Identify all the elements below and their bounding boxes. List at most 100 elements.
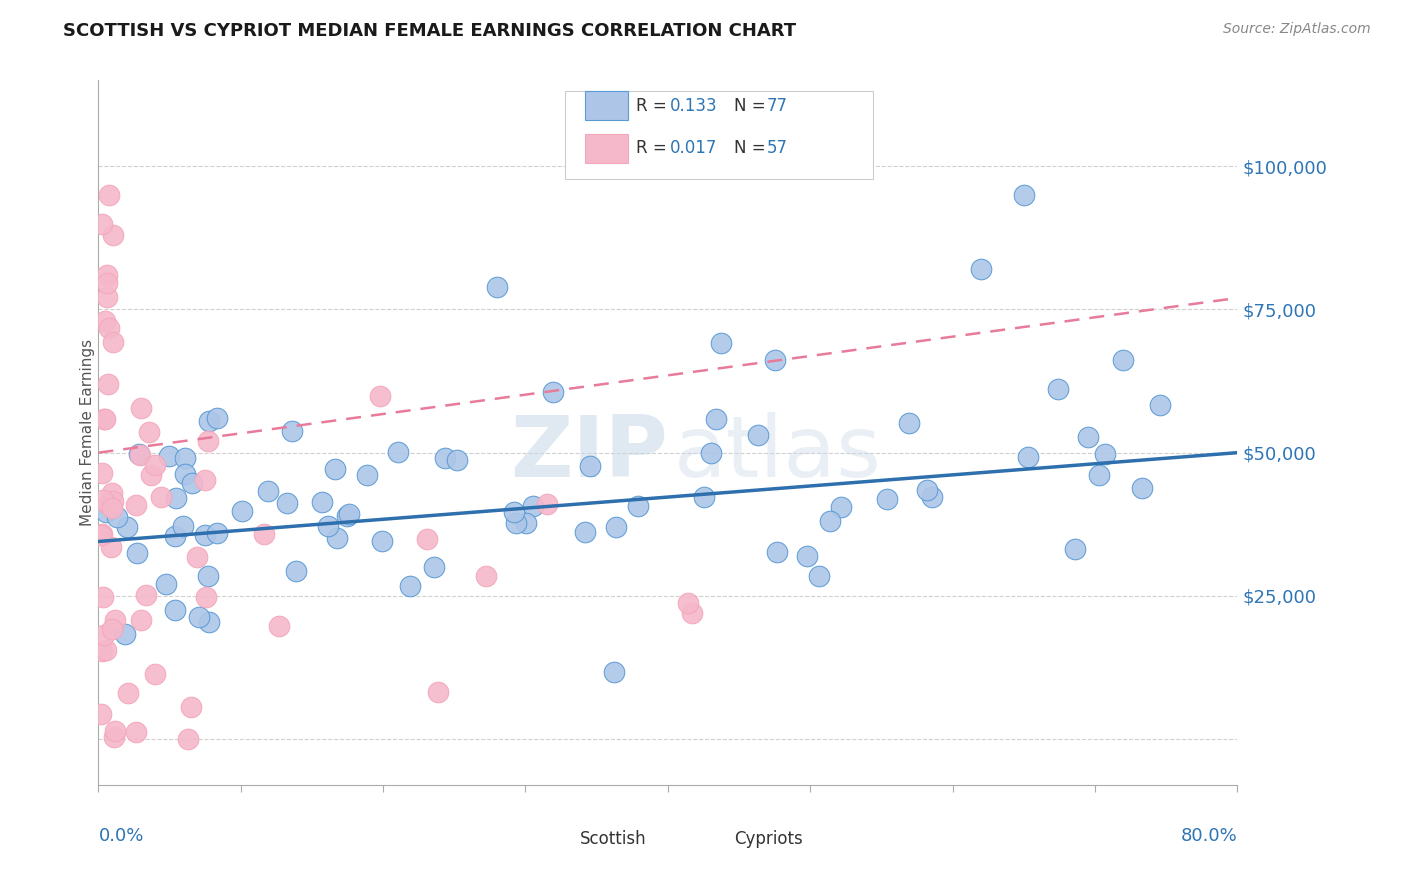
Point xyxy=(1017,450,1039,464)
Point xyxy=(129,401,152,416)
Point xyxy=(90,706,112,721)
Point xyxy=(326,531,349,545)
Point xyxy=(1149,398,1171,412)
Point xyxy=(103,334,125,349)
Point xyxy=(921,490,943,504)
Point xyxy=(681,606,703,620)
Point xyxy=(337,507,360,521)
Point xyxy=(876,491,898,506)
Point xyxy=(830,500,852,514)
Point xyxy=(138,425,160,440)
Point xyxy=(186,549,208,564)
Point xyxy=(135,588,157,602)
Point xyxy=(1088,467,1111,482)
Point xyxy=(285,564,308,578)
Point xyxy=(692,491,714,505)
Point xyxy=(434,450,457,465)
Text: 77: 77 xyxy=(766,96,787,114)
Point xyxy=(101,622,124,636)
Point xyxy=(143,667,166,681)
Point xyxy=(100,540,122,554)
Point xyxy=(97,376,120,391)
Point xyxy=(704,412,727,426)
Point xyxy=(177,731,200,746)
Point xyxy=(94,314,117,328)
Point xyxy=(129,613,152,627)
Point xyxy=(808,569,831,583)
Point xyxy=(205,410,228,425)
Point xyxy=(172,518,194,533)
FancyBboxPatch shape xyxy=(585,91,628,120)
Point xyxy=(281,424,304,438)
Point xyxy=(157,449,180,463)
Point xyxy=(101,485,124,500)
Point xyxy=(763,352,786,367)
Text: 80.0%: 80.0% xyxy=(1181,827,1237,846)
Point xyxy=(427,685,450,699)
Point xyxy=(766,544,789,558)
Point xyxy=(747,428,769,442)
Point xyxy=(96,290,118,304)
Text: Cypriots: Cypriots xyxy=(734,830,803,847)
Point xyxy=(574,525,596,540)
Point xyxy=(699,446,721,460)
Point xyxy=(128,448,150,462)
Point xyxy=(97,497,120,511)
Point xyxy=(579,459,602,474)
Point xyxy=(98,187,121,202)
Text: ZIP: ZIP xyxy=(510,412,668,495)
Point xyxy=(91,527,114,541)
Point xyxy=(515,516,537,531)
Point xyxy=(194,473,217,487)
Point xyxy=(371,533,394,548)
Y-axis label: Median Female Earnings: Median Female Earnings xyxy=(80,339,94,526)
Point xyxy=(253,526,276,541)
Point xyxy=(399,578,422,592)
Point xyxy=(898,417,921,431)
Point xyxy=(205,526,228,541)
Point xyxy=(818,514,841,528)
Point xyxy=(104,613,127,627)
Point xyxy=(197,434,219,449)
Point xyxy=(96,268,118,282)
Point xyxy=(1112,353,1135,368)
Point xyxy=(197,615,219,629)
Point xyxy=(90,644,112,658)
Point xyxy=(796,549,818,563)
FancyBboxPatch shape xyxy=(690,829,727,848)
Point xyxy=(486,279,509,293)
Point xyxy=(101,500,124,515)
Point xyxy=(1012,187,1035,202)
Text: N =: N = xyxy=(734,139,770,158)
FancyBboxPatch shape xyxy=(585,134,628,163)
Point xyxy=(149,491,172,505)
Point xyxy=(103,730,125,744)
Point xyxy=(94,643,117,657)
Point xyxy=(194,591,217,605)
Point xyxy=(165,603,187,617)
Point xyxy=(90,466,112,480)
Point xyxy=(117,519,139,533)
Point xyxy=(368,388,391,402)
Point xyxy=(101,227,124,242)
Point xyxy=(127,546,149,560)
Point xyxy=(141,468,163,483)
Text: 0.133: 0.133 xyxy=(671,96,717,114)
Point xyxy=(93,493,115,508)
Point xyxy=(503,504,526,518)
Point xyxy=(1064,541,1087,556)
Point xyxy=(710,336,733,351)
Point xyxy=(1047,382,1070,396)
Point xyxy=(323,462,346,476)
Point xyxy=(129,448,152,462)
Point xyxy=(522,499,544,513)
Text: R =: R = xyxy=(636,96,672,114)
Point xyxy=(94,412,117,426)
Point xyxy=(197,413,219,427)
Point xyxy=(1077,430,1099,444)
Text: 57: 57 xyxy=(766,139,787,158)
Text: 0.017: 0.017 xyxy=(671,139,717,158)
Point xyxy=(336,508,359,523)
FancyBboxPatch shape xyxy=(537,829,574,848)
Point xyxy=(605,520,627,534)
